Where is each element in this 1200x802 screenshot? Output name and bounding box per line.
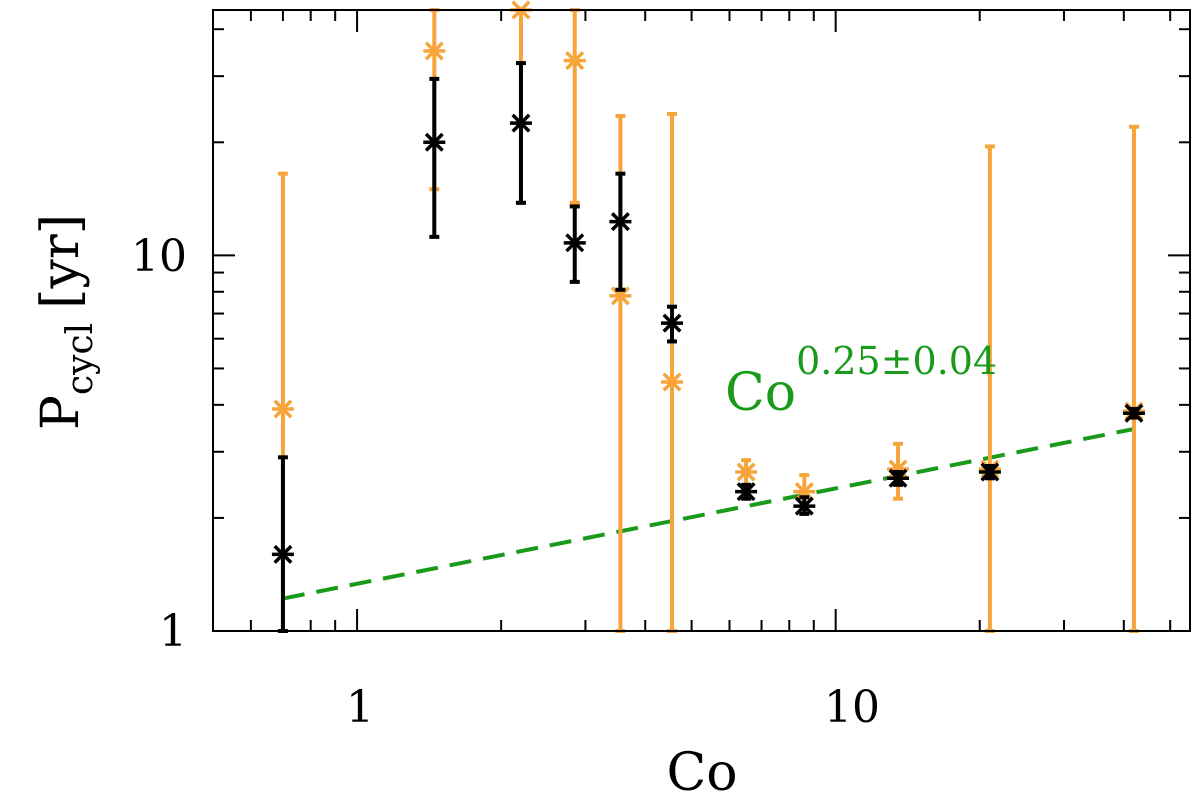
axis-ticks [212,10,1190,632]
svg-text:Pcycl[yr]: Pcycl [yr] [31,214,101,430]
plot-frame [212,9,1191,632]
orange-point-3 [563,51,586,71]
y-axis-title: Pcycl [yr] [31,214,101,430]
orange-point-7 [793,482,816,502]
y-axis-title-subscript: cycl [60,323,101,395]
x-axis-title: Co [666,743,737,802]
orange-point-1 [423,41,446,61]
fit-annotation-base: Co [725,363,796,423]
black-point-4 [609,212,632,232]
fit-annotation: Co0.25±0.04 [725,339,997,423]
fit-line-layer [282,427,1135,601]
x-tick-label-1: 1 [346,682,374,733]
x-tick-label-10: 10 [824,682,880,733]
series-black [271,61,1145,633]
y-axis-title-unit: [yr] [31,214,91,309]
black-point-1 [423,132,446,152]
series-orange [271,0,1145,633]
y-tick-label-1: 1 [159,606,187,657]
black-point-3 [563,233,586,253]
y-tick-label-10: 10 [131,231,187,282]
orange-point-0 [271,399,294,419]
data-series-layer [271,0,1145,633]
fit-annotation-exponent: 0.25±0.04 [796,339,997,383]
black-point-6 [735,482,758,502]
y-axis-title-base: P [31,395,91,430]
black-point-0 [271,544,294,564]
black-point-5 [660,313,683,333]
orange-point-6 [735,462,758,482]
black-point-2 [509,113,532,133]
black-point-7 [793,496,816,516]
black-point-8 [887,468,910,488]
black-point-10 [1122,403,1145,423]
fit-line [282,427,1135,601]
black-point-9 [978,462,1001,482]
orange-point-4 [609,286,632,306]
orange-point-5 [660,372,683,392]
